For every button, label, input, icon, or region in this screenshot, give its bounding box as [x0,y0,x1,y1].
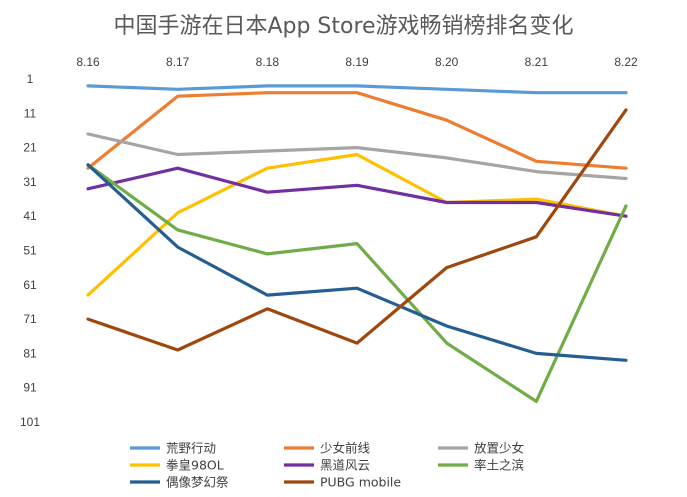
x-tick-label: 8.19 [345,55,369,69]
y-tick-label: 31 [23,175,37,189]
series-line-8 [86,108,628,352]
x-tick-label: 8.22 [614,55,638,69]
legend-label: 黑道风云 [320,458,370,473]
y-tick-label: 41 [23,209,37,223]
series-line-7 [86,163,628,362]
x-tick-label: 8.18 [256,55,280,69]
y-tick-label: 21 [23,141,37,155]
x-tick-label: 8.20 [435,55,459,69]
y-tick-label: 51 [23,244,37,258]
series-line-2 [86,91,628,170]
legend-label: 荒野行动 [166,441,216,456]
x-tick-label: 8.17 [166,55,190,69]
legend-label: 率土之滨 [474,458,525,473]
y-tick-label: 81 [23,346,37,360]
legend-label: 偶像梦幻祭 [166,475,229,490]
y-tick-label: 71 [23,312,37,326]
y-tick-label: 101 [20,415,40,429]
series-line-4 [86,152,628,297]
series-line-5 [86,166,628,218]
series-line-6 [86,163,628,403]
series-line-1 [86,84,628,95]
legend-label: 少女前线 [320,441,371,456]
chart-title: 中国手游在日本App Store游戏畅销榜排名变化 [113,14,573,39]
x-axis-ticks: 8.16 8.17 8.18 8.19 8.20 8.21 8.22 [76,55,638,69]
legend-label: 拳皇98OL [166,458,224,473]
x-tick-label: 8.21 [525,55,549,69]
legend-label: 放置少女 [474,441,524,456]
y-tick-label: 61 [23,278,37,292]
y-tick-label: 1 [27,72,34,86]
y-tick-label: 11 [24,106,37,120]
series-lines [86,84,628,403]
series-line-3 [86,132,628,181]
x-tick-label: 8.16 [76,55,100,69]
y-tick-label: 91 [23,381,37,395]
legend-label: PUBG mobile [320,475,401,490]
